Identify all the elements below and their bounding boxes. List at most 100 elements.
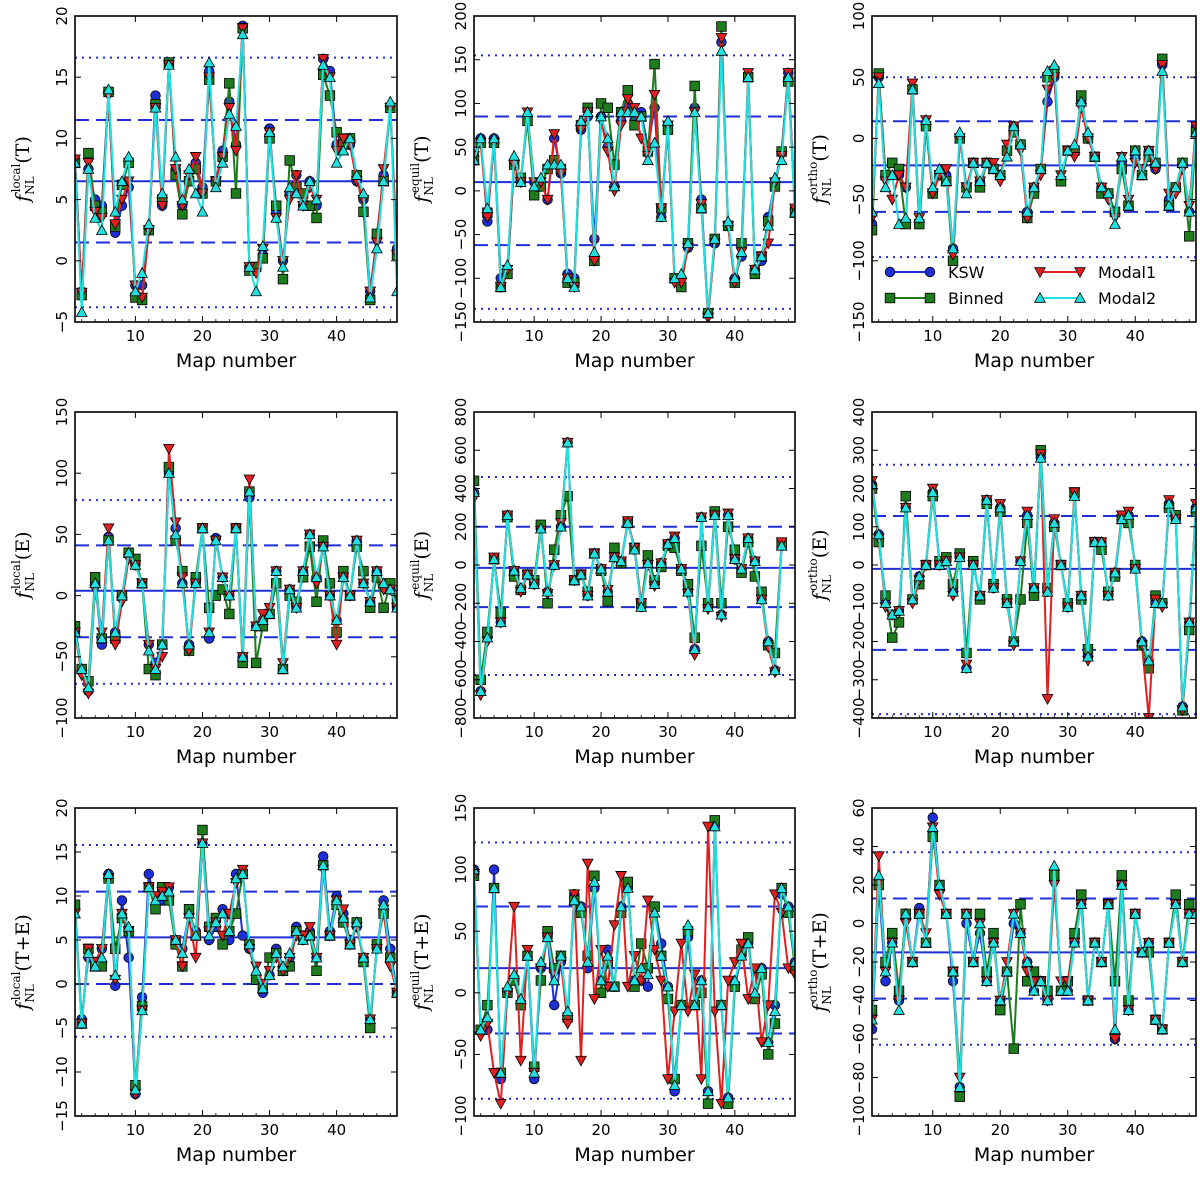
data-point-modal2 xyxy=(1048,516,1061,528)
y-tick-label: 50 xyxy=(452,138,470,157)
data-point-modal2 xyxy=(1163,199,1175,211)
x-tick-label: 40 xyxy=(1126,723,1145,741)
data-point-modal1 xyxy=(488,1068,501,1079)
y-tick-label: 600 xyxy=(452,436,470,465)
data-point-modal2 xyxy=(775,881,788,893)
data-point-ksw xyxy=(143,868,154,880)
data-point-binned xyxy=(1015,594,1026,605)
data-point-modal2 xyxy=(277,260,289,272)
data-point-modal2 xyxy=(1041,585,1054,597)
series-group xyxy=(474,815,795,1110)
data-point-modal2 xyxy=(337,911,350,923)
data-point-modal2 xyxy=(263,126,276,138)
data-point-modal2 xyxy=(176,947,189,958)
data-point-modal2 xyxy=(116,589,128,601)
x-tick-label: 20 xyxy=(193,1121,212,1139)
y-tick-label: −100 xyxy=(452,1095,470,1136)
series-modal2 xyxy=(474,44,795,318)
data-point-modal1 xyxy=(303,922,316,933)
data-point-modal2 xyxy=(655,556,668,568)
data-point-modal2 xyxy=(317,859,330,870)
data-point-modal1 xyxy=(109,639,122,651)
data-point-modal2 xyxy=(1149,1013,1162,1025)
y-label-sub: NL xyxy=(23,984,37,1003)
data-point-modal2 xyxy=(129,558,142,570)
data-point-modal2 xyxy=(561,1005,574,1016)
data-point-modal2 xyxy=(688,106,701,117)
data-point-modal2 xyxy=(735,245,748,257)
series-group xyxy=(872,445,1196,718)
series-group xyxy=(474,436,788,702)
data-point-modal2 xyxy=(1075,589,1088,601)
data-point-modal2 xyxy=(514,176,527,187)
data-point-modal2 xyxy=(994,501,1007,513)
subplot-row1-col3: 10 20 30 40 −150 −100 −50 0 50 100 Map number fNLor… xyxy=(806,2,1197,372)
data-point-modal2 xyxy=(357,951,370,963)
data-point-modal2 xyxy=(156,187,169,199)
data-point-modal2 xyxy=(1014,927,1027,938)
data-point-modal2 xyxy=(364,291,377,303)
data-point-modal2 xyxy=(940,907,953,919)
data-point-modal2 xyxy=(1156,64,1169,76)
data-point-modal2 xyxy=(189,577,202,589)
data-point-modal2 xyxy=(974,589,986,601)
data-point-binned xyxy=(378,602,389,614)
data-point-binned xyxy=(224,608,235,620)
data-point-modal2 xyxy=(317,540,330,552)
data-point-modal2 xyxy=(1041,64,1054,76)
data-point-modal2 xyxy=(183,907,195,919)
data-point-modal2 xyxy=(635,962,648,973)
x-tick-label: 30 xyxy=(658,327,677,345)
data-point-modal2 xyxy=(1082,126,1094,138)
data-point-binned xyxy=(1116,870,1127,881)
y-tick-label: −100 xyxy=(53,697,71,738)
y-tick-label: 100 xyxy=(452,89,470,118)
data-point-binned xyxy=(1076,889,1087,900)
data-point-modal2 xyxy=(149,662,162,674)
data-point-modal1 xyxy=(548,129,561,141)
y-tick-label: 20 xyxy=(850,875,868,894)
data-point-modal2 xyxy=(947,585,959,597)
data-point-modal2 xyxy=(1088,936,1101,948)
data-point-modal2 xyxy=(534,171,547,183)
data-point-modal2 xyxy=(303,175,316,186)
data-point-modal2 xyxy=(1115,150,1128,162)
data-point-modal2 xyxy=(209,916,222,928)
legend-marker xyxy=(1034,267,1046,279)
data-point-modal2 xyxy=(688,643,701,654)
data-point-modal2 xyxy=(270,565,283,576)
data-point-modal2 xyxy=(1061,984,1074,996)
data-point-modal1 xyxy=(872,476,878,487)
data-point-binned xyxy=(203,602,215,614)
data-point-modal2 xyxy=(501,509,514,520)
data-point-modal2 xyxy=(1034,162,1047,174)
data-point-modal2 xyxy=(1014,138,1027,150)
y-tick-label: −300 xyxy=(850,659,868,700)
data-point-modal1 xyxy=(1190,121,1196,133)
data-point-modal2 xyxy=(994,169,1007,180)
data-point-modal2 xyxy=(960,662,973,673)
legend: KSW Binned Modal1 Modal2 xyxy=(884,263,1156,308)
data-point-modal2 xyxy=(872,1013,878,1025)
data-point-binned xyxy=(230,188,242,199)
data-point-modal2 xyxy=(109,205,122,217)
data-point-modal1 xyxy=(702,821,715,833)
y-label-sup: equil xyxy=(408,971,422,1001)
data-point-binned xyxy=(602,596,613,607)
y-tick-label: −5 xyxy=(53,1017,71,1039)
data-point-modal2 xyxy=(223,589,236,601)
y-label-arg: (E) xyxy=(809,530,831,559)
data-point-modal2 xyxy=(1163,497,1175,509)
data-point-modal2 xyxy=(521,106,534,117)
data-point-modal2 xyxy=(481,202,494,214)
y-tick-label: −100 xyxy=(452,258,470,299)
data-point-modal2 xyxy=(350,169,363,180)
data-point-modal2 xyxy=(947,965,959,977)
data-point-ksw xyxy=(150,90,161,101)
data-point-modal2 xyxy=(1001,965,1013,977)
data-point-binned xyxy=(635,938,647,949)
data-point-modal2 xyxy=(588,245,601,257)
data-point-modal2 xyxy=(1061,144,1074,156)
data-point-modal2 xyxy=(913,211,926,223)
data-point-binned xyxy=(528,190,540,201)
